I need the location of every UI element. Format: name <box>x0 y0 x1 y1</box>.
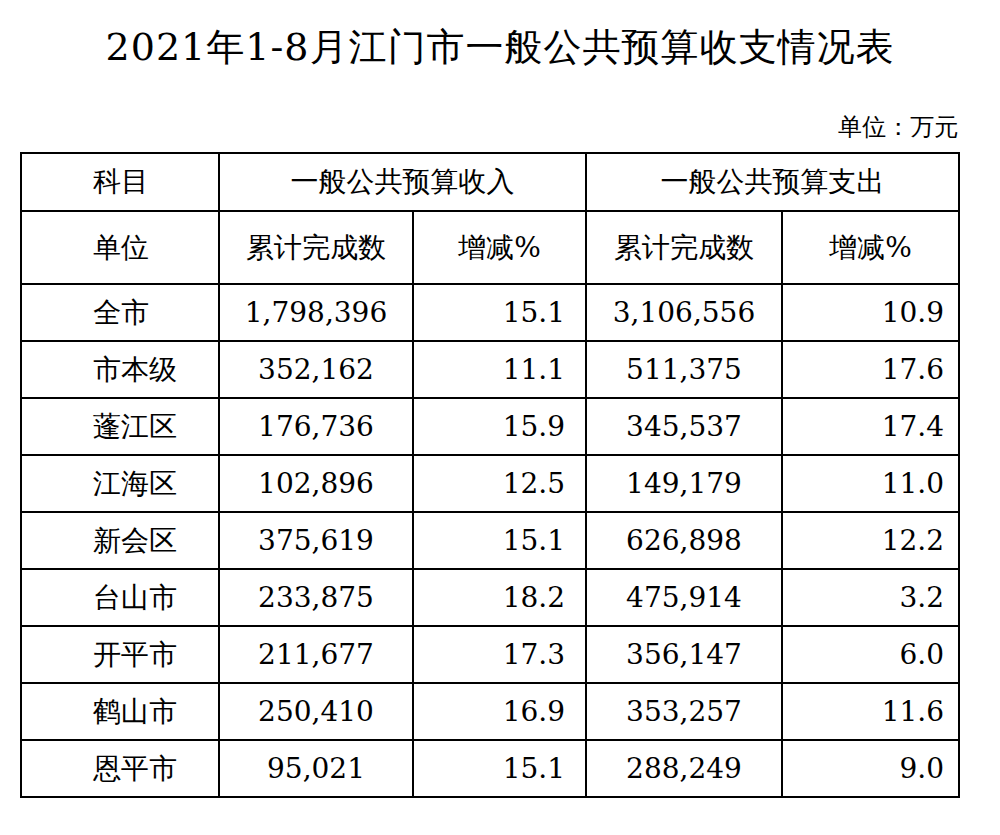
expenditure-change-cell: 11.0 <box>782 455 959 512</box>
region-cell: 开平市 <box>21 626 219 683</box>
expenditure-cell: 149,179 <box>586 455 782 512</box>
header-expenditure-group: 一般公共预算支出 <box>586 153 959 211</box>
unit-label: 单位：万元 <box>838 111 958 143</box>
table-row: 江海区 102,896 12.5 149,179 11.0 <box>21 455 959 512</box>
table-row: 市本级 352,162 11.1 511,375 17.6 <box>21 341 959 398</box>
region-cell: 江海区 <box>21 455 219 512</box>
header-expenditure-change: 增减% <box>782 211 959 284</box>
revenue-cell: 1,798,396 <box>219 284 413 341</box>
expenditure-cell: 353,257 <box>586 683 782 740</box>
expenditure-cell: 475,914 <box>586 569 782 626</box>
expenditure-cell: 356,147 <box>586 626 782 683</box>
table-row: 台山市 233,875 18.2 475,914 3.2 <box>21 569 959 626</box>
region-cell: 台山市 <box>21 569 219 626</box>
revenue-cell: 352,162 <box>219 341 413 398</box>
revenue-change-cell: 12.5 <box>413 455 586 512</box>
revenue-change-cell: 15.1 <box>413 740 586 797</box>
table-row: 新会区 375,619 15.1 626,898 12.2 <box>21 512 959 569</box>
header-subject: 科目 <box>21 153 219 211</box>
header-unit: 单位 <box>21 211 219 284</box>
region-cell: 新会区 <box>21 512 219 569</box>
region-cell: 鹤山市 <box>21 683 219 740</box>
expenditure-cell: 345,537 <box>586 398 782 455</box>
header-expenditure-completed: 累计完成数 <box>586 211 782 284</box>
page-title: 2021年1-8月江门市一般公共预算收支情况表 <box>0 22 1000 73</box>
header-revenue-completed: 累计完成数 <box>219 211 413 284</box>
header-sub-row: 单位 累计完成数 增减% 累计完成数 增减% <box>21 211 959 284</box>
region-cell: 市本级 <box>21 341 219 398</box>
revenue-cell: 211,677 <box>219 626 413 683</box>
revenue-change-cell: 17.3 <box>413 626 586 683</box>
expenditure-change-cell: 17.4 <box>782 398 959 455</box>
revenue-cell: 250,410 <box>219 683 413 740</box>
revenue-change-cell: 11.1 <box>413 341 586 398</box>
revenue-change-cell: 16.9 <box>413 683 586 740</box>
revenue-cell: 375,619 <box>219 512 413 569</box>
expenditure-cell: 288,249 <box>586 740 782 797</box>
expenditure-change-cell: 9.0 <box>782 740 959 797</box>
expenditure-change-cell: 3.2 <box>782 569 959 626</box>
revenue-change-cell: 15.9 <box>413 398 586 455</box>
table-row: 鹤山市 250,410 16.9 353,257 11.6 <box>21 683 959 740</box>
header-group-row: 科目 一般公共预算收入 一般公共预算支出 <box>21 153 959 211</box>
revenue-change-cell: 15.1 <box>413 284 586 341</box>
budget-table: 科目 一般公共预算收入 一般公共预算支出 单位 累计完成数 增减% 累计完成数 … <box>20 152 960 798</box>
table-row: 蓬江区 176,736 15.9 345,537 17.4 <box>21 398 959 455</box>
region-cell: 恩平市 <box>21 740 219 797</box>
revenue-cell: 95,021 <box>219 740 413 797</box>
revenue-change-cell: 15.1 <box>413 512 586 569</box>
region-cell: 蓬江区 <box>21 398 219 455</box>
region-cell: 全市 <box>21 284 219 341</box>
expenditure-change-cell: 11.6 <box>782 683 959 740</box>
expenditure-change-cell: 12.2 <box>782 512 959 569</box>
revenue-cell: 102,896 <box>219 455 413 512</box>
revenue-cell: 176,736 <box>219 398 413 455</box>
expenditure-cell: 626,898 <box>586 512 782 569</box>
table-row: 全市 1,798,396 15.1 3,106,556 10.9 <box>21 284 959 341</box>
expenditure-change-cell: 10.9 <box>782 284 959 341</box>
revenue-change-cell: 18.2 <box>413 569 586 626</box>
header-revenue-group: 一般公共预算收入 <box>219 153 586 211</box>
table-row: 开平市 211,677 17.3 356,147 6.0 <box>21 626 959 683</box>
revenue-cell: 233,875 <box>219 569 413 626</box>
expenditure-cell: 511,375 <box>586 341 782 398</box>
header-revenue-change: 增减% <box>413 211 586 284</box>
table-row: 恩平市 95,021 15.1 288,249 9.0 <box>21 740 959 797</box>
expenditure-change-cell: 6.0 <box>782 626 959 683</box>
expenditure-cell: 3,106,556 <box>586 284 782 341</box>
expenditure-change-cell: 17.6 <box>782 341 959 398</box>
